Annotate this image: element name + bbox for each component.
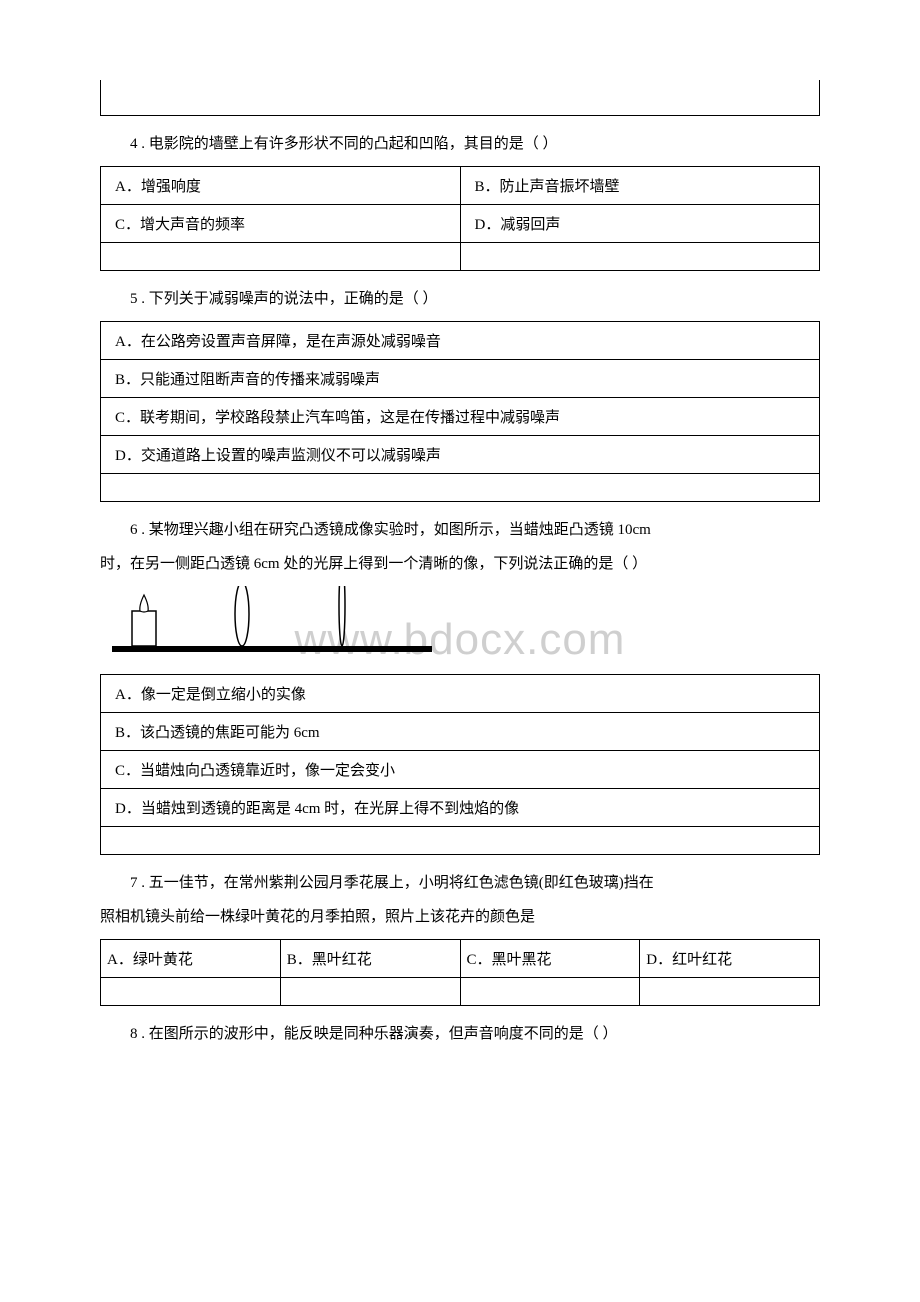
table-row: C．增大声音的频率 D．减弱回声	[101, 205, 820, 243]
q5-answer-cell	[101, 474, 820, 502]
table-row: B．该凸透镜的焦距可能为 6cm	[101, 713, 820, 751]
candle-base	[132, 611, 156, 646]
q7-options-table: A．绿叶黄花 B．黑叶红花 C．黑叶黑花 D．红叶红花	[100, 939, 820, 1006]
q7-text-line2: 照相机镜头前给一株绿叶黄花的月季拍照，照片上该花卉的颜色是	[100, 905, 820, 929]
q7-answer-cell-4	[640, 978, 820, 1006]
q7-answer-cell-1	[101, 978, 281, 1006]
q5-option-a: A．在公路旁设置声音屏障，是在声源处减弱噪音	[101, 322, 820, 360]
q6-options-table: A．像一定是倒立缩小的实像 B．该凸透镜的焦距可能为 6cm C．当蜡烛向凸透镜…	[100, 674, 820, 855]
table-row	[101, 243, 820, 271]
q6-option-a: A．像一定是倒立缩小的实像	[101, 675, 820, 713]
lens-diagram-svg	[112, 586, 452, 661]
table-row: A．在公路旁设置声音屏障，是在声源处减弱噪音	[101, 322, 820, 360]
q7-text-line1: 7 . 五一佳节，在常州紫荆公园月季花展上，小明将红色滤色镜(即红色玻璃)挡在	[100, 871, 820, 895]
table-row	[101, 827, 820, 855]
q5-options-table: A．在公路旁设置声音屏障，是在声源处减弱噪音 B．只能通过阻断声音的传播来减弱噪…	[100, 321, 820, 502]
q6-diagram	[112, 586, 820, 666]
q4-option-d: D．减弱回声	[460, 205, 820, 243]
q6-option-d: D．当蜡烛到透镜的距离是 4cm 时，在光屏上得不到烛焰的像	[101, 789, 820, 827]
q6-text-line2: 时，在另一侧距凸透镜 6cm 处的光屏上得到一个清晰的像，下列说法正确的是（ ）	[100, 552, 820, 576]
optical-bench	[112, 646, 432, 652]
table-row	[101, 978, 820, 1006]
q3-trailing-box	[100, 80, 820, 116]
q5-option-b: B．只能通过阻断声音的传播来减弱噪声	[101, 360, 820, 398]
q4-options-table: A．增强响度 B．防止声音振坏墙壁 C．增大声音的频率 D．减弱回声	[100, 166, 820, 271]
q7-answer-cell-2	[280, 978, 460, 1006]
q7-option-c: C．黑叶黑花	[460, 940, 640, 978]
convex-lens	[235, 586, 249, 646]
q6-option-b: B．该凸透镜的焦距可能为 6cm	[101, 713, 820, 751]
q7-answer-cell-3	[460, 978, 640, 1006]
table-row: C．当蜡烛向凸透镜靠近时，像一定会变小	[101, 751, 820, 789]
table-row: D．当蜡烛到透镜的距离是 4cm 时，在光屏上得不到烛焰的像	[101, 789, 820, 827]
q6-answer-cell	[101, 827, 820, 855]
q6-text-line1: 6 . 某物理兴趣小组在研究凸透镜成像实验时，如图所示，当蜡烛距凸透镜 10cm	[100, 518, 820, 542]
q5-option-d: D．交通道路上设置的噪声监测仪不可以减弱噪声	[101, 436, 820, 474]
table-row	[101, 474, 820, 502]
q8-text: 8 . 在图所示的波形中，能反映是同种乐器演奏，但声音响度不同的是（ ）	[100, 1022, 820, 1046]
candle-flame	[140, 595, 148, 612]
q4-option-a: A．增强响度	[101, 167, 461, 205]
table-row: D．交通道路上设置的噪声监测仪不可以减弱噪声	[101, 436, 820, 474]
screen	[339, 586, 345, 646]
q7-option-b: B．黑叶红花	[280, 940, 460, 978]
q4-answer-cell-1	[101, 243, 461, 271]
q4-text: 4 . 电影院的墙壁上有许多形状不同的凸起和凹陷，其目的是（ ）	[100, 132, 820, 156]
q4-answer-cell-2	[460, 243, 820, 271]
q4-option-b: B．防止声音振坏墙壁	[460, 167, 820, 205]
q5-option-c: C．联考期间，学校路段禁止汽车鸣笛，这是在传播过程中减弱噪声	[101, 398, 820, 436]
table-row: A．增强响度 B．防止声音振坏墙壁	[101, 167, 820, 205]
q4-option-c: C．增大声音的频率	[101, 205, 461, 243]
table-row: B．只能通过阻断声音的传播来减弱噪声	[101, 360, 820, 398]
table-row: C．联考期间，学校路段禁止汽车鸣笛，这是在传播过程中减弱噪声	[101, 398, 820, 436]
table-row: A．像一定是倒立缩小的实像	[101, 675, 820, 713]
q6-option-c: C．当蜡烛向凸透镜靠近时，像一定会变小	[101, 751, 820, 789]
q7-option-d: D．红叶红花	[640, 940, 820, 978]
q5-text: 5 . 下列关于减弱噪声的说法中，正确的是（ ）	[100, 287, 820, 311]
table-row: A．绿叶黄花 B．黑叶红花 C．黑叶黑花 D．红叶红花	[101, 940, 820, 978]
q7-option-a: A．绿叶黄花	[101, 940, 281, 978]
document-content: 4 . 电影院的墙壁上有许多形状不同的凸起和凹陷，其目的是（ ） A．增强响度 …	[100, 80, 820, 1046]
